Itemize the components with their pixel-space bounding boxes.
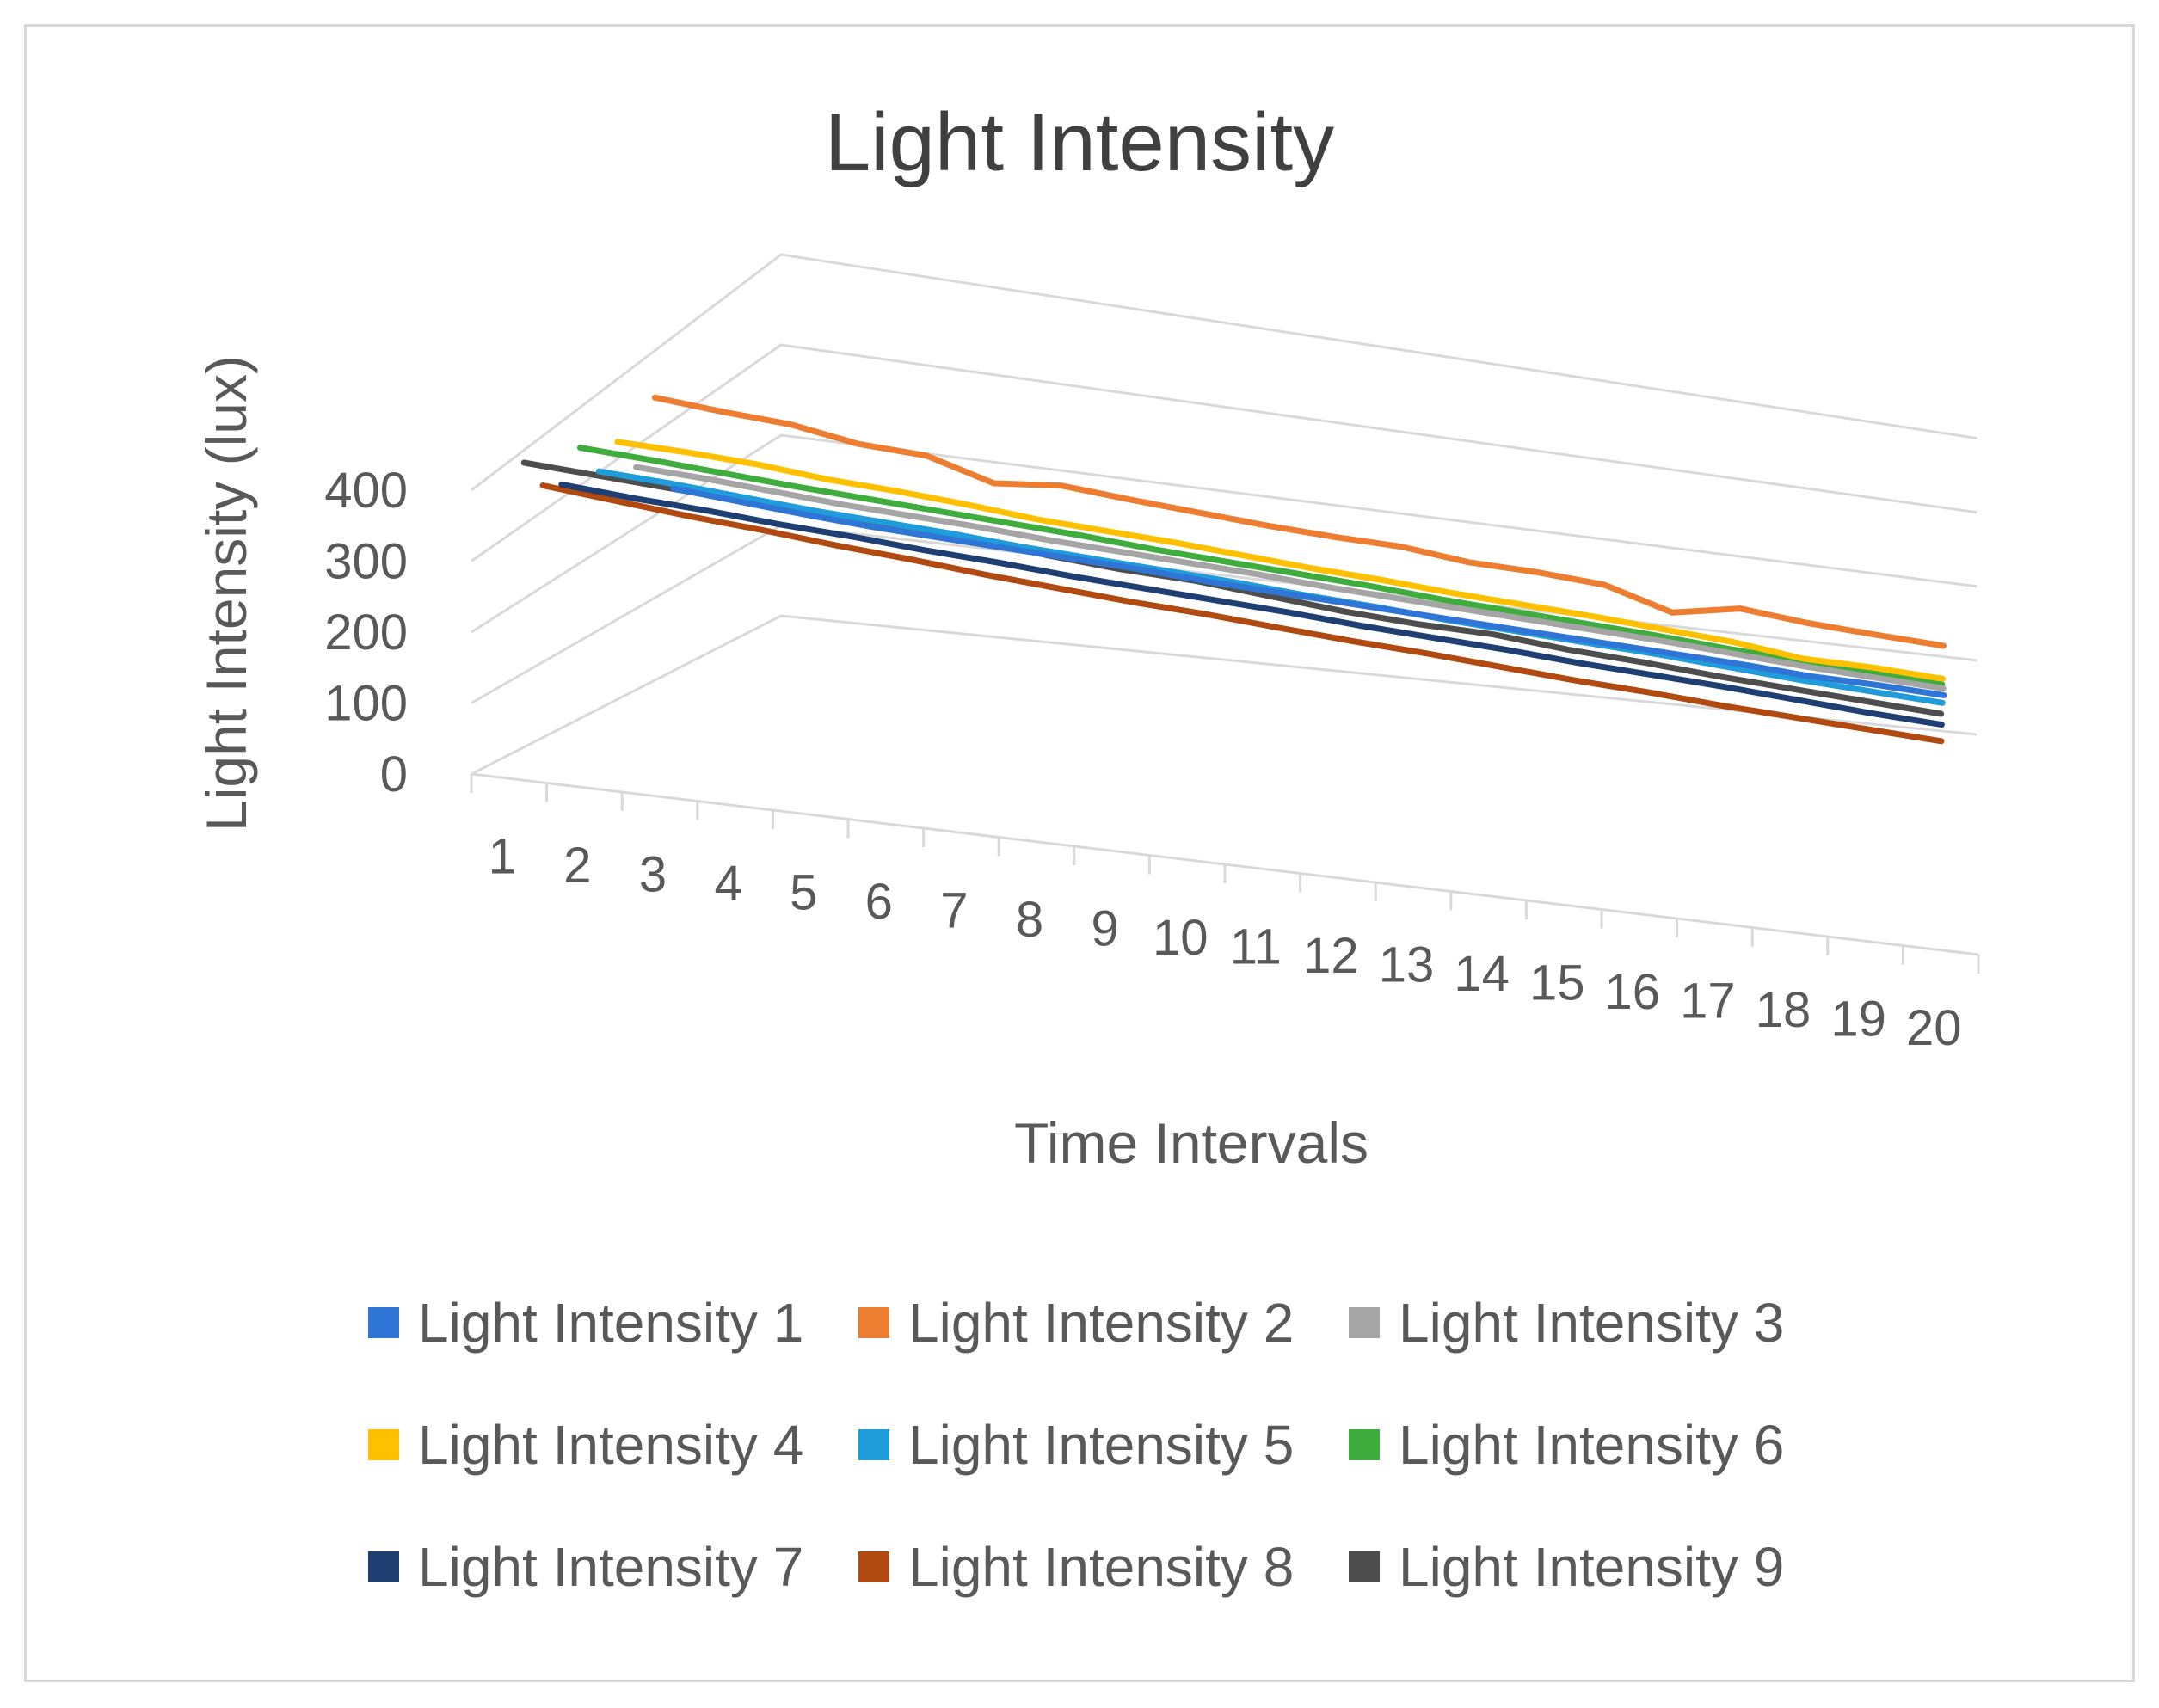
x-tick-label-8: 8 [1016,892,1043,948]
x-tick-label-15: 15 [1529,955,1585,1011]
legend: Light Intensity 1 Light Intensity 2 Light … [368,1292,1784,1598]
x-tick-label-1: 1 [489,828,516,884]
gridline-0 [471,614,1978,776]
x-tick-label-13: 13 [1379,937,1435,992]
legend-swatch-9 [1349,1551,1380,1582]
x-tick-label-10: 10 [1153,910,1209,966]
x-tick-label-12: 12 [1303,928,1359,984]
x-tick-label-5: 5 [790,864,817,920]
x-tick-label-11: 11 [1230,919,1282,974]
legend-label-2: Light Intensity 2 [908,1292,1294,1354]
legend-swatch-3 [1349,1307,1380,1338]
y-tick-label-100: 100 [324,676,408,732]
legend-swatch-8 [858,1551,889,1582]
legend-label-1: Light Intensity 1 [418,1292,803,1354]
gridline-400 [471,253,1978,492]
legend-swatch-2 [858,1307,889,1338]
x-tick-label-19: 19 [1830,991,1886,1047]
legend-swatch-6 [1349,1429,1380,1460]
x-axis-title: Time Intervals [1014,1111,1369,1175]
legend-swatch-7 [368,1551,399,1582]
legend-label-7: Light Intensity 7 [418,1536,803,1598]
y-tick-labels: 0 100 200 300 400 [324,463,408,802]
y-tick-label-300: 300 [324,534,408,590]
x-tick-label-20: 20 [1906,1000,1962,1056]
x-tick-label-7: 7 [940,882,968,938]
y-tick-label-400: 400 [324,463,408,519]
x-tick-label-18: 18 [1756,982,1811,1038]
legend-swatch-4 [368,1429,399,1460]
series-line-3 [633,464,1947,691]
legend-label-8: Light Intensity 8 [908,1536,1294,1598]
legend-label-5: Light Intensity 5 [908,1414,1294,1476]
x-tick-label-6: 6 [865,874,893,930]
legend-label-4: Light Intensity 4 [418,1414,803,1476]
x-tick-label-2: 2 [563,838,591,894]
series-line-2 [651,394,1947,649]
series-line-7 [558,481,1945,728]
series-line-8 [539,482,1945,745]
series-line-5 [595,468,1946,706]
x-tick-label-4: 4 [714,856,741,912]
legend-label-3: Light Intensity 3 [1399,1292,1784,1354]
chart-title: Light Intensity [825,96,1334,188]
y-tick-label-0: 0 [380,746,408,802]
legend-label-9: Light Intensity 9 [1399,1536,1784,1598]
gridline-200 [471,433,1978,634]
x-tick-label-17: 17 [1680,973,1736,1029]
legend-swatch-5 [858,1429,889,1460]
axis-ticks [470,774,1980,974]
legend-label-6: Light Intensity 6 [1399,1414,1784,1476]
series-line-6 [577,445,1946,688]
series-lines [520,394,1947,745]
x-tick-label-3: 3 [639,846,667,902]
x-tick-label-9: 9 [1091,900,1118,956]
series-line-4 [614,439,1947,682]
legend-swatch-1 [368,1307,399,1338]
y-axis-title: Light Intensity (lux) [194,355,258,832]
series-line-1 [670,485,1947,698]
x-tick-labels: 1 2 3 4 5 6 7 8 9 10 11 12 13 14 15 16 17 18 19 20 [489,828,1962,1056]
y-tick-label-200: 200 [324,605,408,660]
x-tick-label-16: 16 [1605,964,1661,1020]
x-tick-label-14: 14 [1454,946,1510,1002]
